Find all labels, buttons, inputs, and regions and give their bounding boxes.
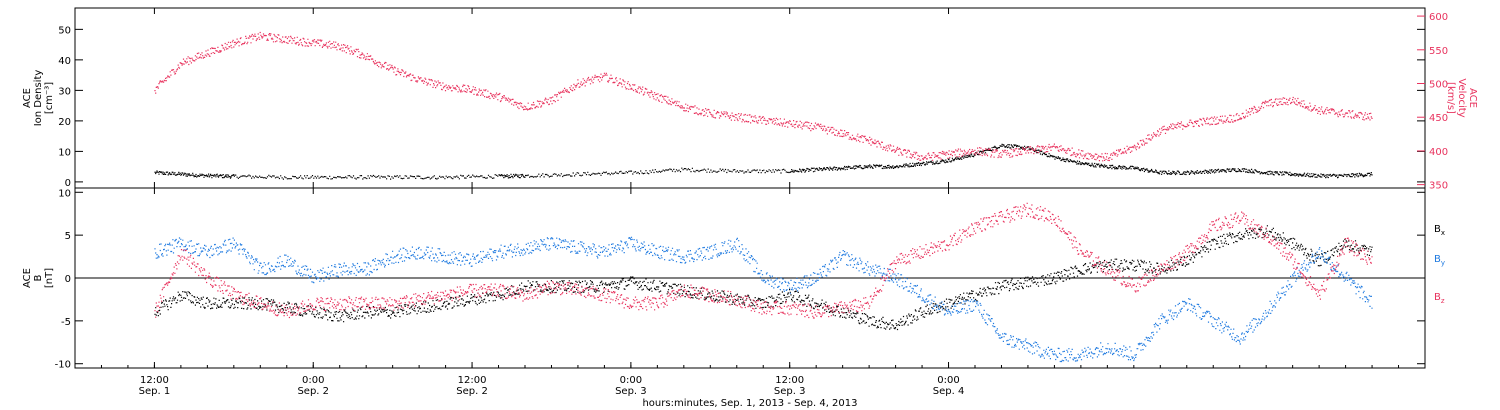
velocity-axis-tick-label: 550 bbox=[1429, 46, 1448, 57]
density-axis-tick-label: 0 bbox=[65, 178, 71, 189]
legend-bx-sub: x bbox=[1441, 229, 1445, 237]
b-axis-tick-label: -5 bbox=[61, 317, 71, 328]
x-axis-label: hours:minutes, Sep. 1, 2013 - Sep. 4, 20… bbox=[642, 398, 857, 409]
b-axis-label-line1: ACE bbox=[22, 268, 33, 288]
b-axis-tick-label: 5 bbox=[65, 231, 71, 242]
x-tick-date-label: Sep. 2 bbox=[297, 386, 329, 397]
velocity-axis-label-line2: Velocity bbox=[1456, 78, 1467, 117]
velocity-axis-tick-label: 350 bbox=[1429, 181, 1448, 192]
velocity-axis-tick-label: 500 bbox=[1429, 80, 1448, 91]
b-axis-tick-label: 0 bbox=[65, 274, 71, 285]
density-axis-tick-label: 50 bbox=[58, 25, 71, 36]
density-axis-tick-label: 10 bbox=[58, 147, 71, 158]
b-axis-title: ACE B [nT] bbox=[22, 268, 55, 288]
velocity-axis-title: ACE Velocity [km/s] bbox=[1445, 78, 1478, 117]
legend-bz-sub: z bbox=[1441, 297, 1445, 305]
x-tick-time-label: 12:00 bbox=[140, 375, 169, 386]
density-axis-label-line3: [cm⁻³] bbox=[44, 82, 55, 114]
x-tick-time-label: 12:00 bbox=[775, 375, 804, 386]
x-tick-date-label: Sep. 3 bbox=[774, 386, 806, 397]
velocity-axis-tick-label: 600 bbox=[1429, 12, 1448, 23]
x-tick-time-label: 12:00 bbox=[458, 375, 487, 386]
x-tick-date-label: Sep. 2 bbox=[456, 386, 488, 397]
x-tick-time-label: 0:00 bbox=[620, 375, 642, 386]
x-tick-time-label: 0:00 bbox=[302, 375, 324, 386]
x-tick-date-label: Sep. 3 bbox=[615, 386, 647, 397]
velocity-axis-label-line3: [km/s] bbox=[1445, 82, 1456, 114]
density-axis-tick-label: 20 bbox=[58, 117, 71, 128]
b-legend: Bx By Bz bbox=[1434, 224, 1445, 305]
data-marks bbox=[154, 31, 1373, 363]
legend-bx: Bx bbox=[1434, 224, 1445, 237]
velocity-axis-tick-label: 400 bbox=[1429, 147, 1448, 158]
density-axis-title: ACE Ion Density [cm⁻³] bbox=[22, 70, 55, 127]
axis-ticks: 01020304050350400450500550600-10-5051012… bbox=[55, 8, 1448, 397]
bz-series bbox=[154, 202, 1373, 319]
density-axis-label-line1: ACE bbox=[22, 88, 33, 108]
legend-by: By bbox=[1434, 254, 1445, 267]
b-axis-label-line3: [nT] bbox=[44, 268, 55, 288]
x-tick-time-label: 0:00 bbox=[937, 375, 959, 386]
legend-by-sub: y bbox=[1441, 259, 1445, 267]
x-tick-date-label: Sep. 4 bbox=[933, 386, 965, 397]
legend-bz: Bz bbox=[1434, 292, 1445, 305]
density-axis-tick-label: 40 bbox=[58, 56, 71, 67]
velocity-axis-tick-label: 450 bbox=[1429, 113, 1448, 124]
by-series bbox=[154, 236, 1373, 363]
velocity-axis-label-line1: ACE bbox=[1467, 88, 1478, 108]
velocity-series bbox=[154, 31, 1373, 162]
b-axis-label-line2: B bbox=[33, 274, 44, 281]
b-axis-tick-label: -10 bbox=[55, 360, 71, 371]
density-axis-tick-label: 30 bbox=[58, 86, 71, 97]
x-tick-date-label: Sep. 1 bbox=[139, 386, 171, 397]
b-axis-tick-label: 10 bbox=[58, 188, 71, 199]
density-axis-label-line2: Ion Density bbox=[33, 70, 44, 127]
density-series bbox=[154, 143, 1373, 180]
